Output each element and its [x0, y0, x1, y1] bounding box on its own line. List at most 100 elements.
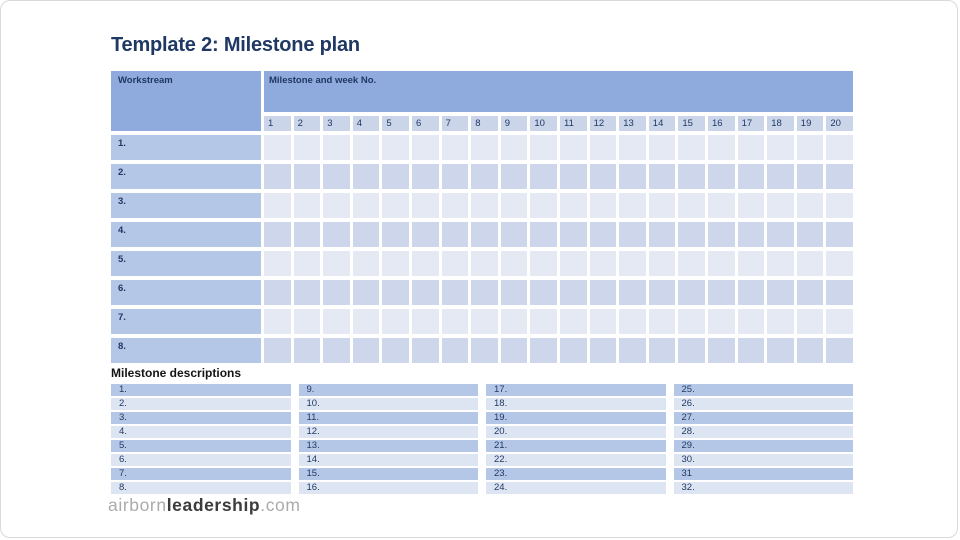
week-data-cell: [796, 222, 824, 247]
week-data-cell: [708, 338, 735, 363]
week-data-cell: [441, 193, 469, 218]
week-data-cell: [441, 251, 469, 276]
week-data-cell: [293, 164, 321, 189]
week-data-cell: [826, 280, 853, 305]
week-data-cell: [767, 193, 794, 218]
milestone-description-item: 29.: [673, 440, 853, 452]
week-number-cell: 11: [560, 116, 587, 131]
week-data-cell: [737, 222, 765, 247]
logo-text-leadership: leadership: [166, 495, 261, 515]
week-data-cell: [560, 309, 587, 334]
week-data-cell: [441, 309, 469, 334]
milestone-description-item: 18.: [486, 398, 666, 410]
week-data-cell: [530, 164, 557, 189]
milestone-descriptions-heading: Milestone descriptions: [111, 366, 242, 380]
week-number-cell: 13: [619, 116, 646, 131]
week-number-cell: 2: [293, 116, 321, 131]
workstream-header-cell: Workstream: [111, 71, 261, 131]
week-data-cell: [826, 251, 853, 276]
milestone-description-item: 17.: [486, 384, 666, 396]
milestone-description-item: 30.: [673, 454, 853, 466]
week-data-cell: [767, 338, 794, 363]
week-data-cell: [471, 309, 498, 334]
week-data-cell: [796, 309, 824, 334]
week-data-cell: [619, 309, 646, 334]
week-data-cell: [471, 193, 498, 218]
week-data-cell: [412, 280, 439, 305]
week-data-cell: [471, 222, 498, 247]
week-data-cell: [264, 222, 291, 247]
week-data-cell: [678, 280, 705, 305]
week-data-cell: [500, 222, 528, 247]
milestone-description-item: 11.: [298, 412, 478, 424]
week-data-cell: [352, 280, 380, 305]
week-data-cell: [500, 193, 528, 218]
week-data-cell: [500, 309, 528, 334]
week-data-cell: [323, 338, 350, 363]
week-data-cell: [352, 164, 380, 189]
week-data-cell: [796, 280, 824, 305]
week-data-cell: [708, 280, 735, 305]
milestone-description-item: 32.: [673, 482, 853, 494]
week-number-cell: 4: [352, 116, 380, 131]
week-data-cell: [293, 193, 321, 218]
week-data-cell: [500, 251, 528, 276]
week-data-cell: [560, 280, 587, 305]
week-data-cell: [412, 338, 439, 363]
week-data-cell: [382, 164, 409, 189]
milestone-description-item: 4.: [111, 426, 291, 438]
week-data-cell: [560, 338, 587, 363]
workstream-row-label: 2.: [111, 164, 261, 189]
week-data-cell: [530, 135, 557, 160]
page-title: Template 2: Milestone plan: [111, 34, 360, 56]
workstream-row-label: 8.: [111, 338, 261, 363]
week-data-cell: [500, 135, 528, 160]
week-data-cell: [826, 164, 853, 189]
milestone-description-item: 14.: [298, 454, 478, 466]
milestone-description-item: 25.: [673, 384, 853, 396]
week-data-cell: [678, 222, 705, 247]
week-data-cell: [323, 222, 350, 247]
week-data-cell: [382, 280, 409, 305]
milestone-description-item: 13.: [298, 440, 478, 452]
week-data-cell: [678, 193, 705, 218]
week-data-cell: [264, 135, 291, 160]
week-data-cell: [678, 309, 705, 334]
week-data-cell: [293, 280, 321, 305]
week-number-cell: 12: [589, 116, 617, 131]
week-data-cell: [796, 164, 824, 189]
week-data-cell: [678, 338, 705, 363]
week-data-cell: [471, 135, 498, 160]
week-data-cell: [293, 309, 321, 334]
milestone-description-item: 10.: [298, 398, 478, 410]
week-data-cell: [412, 135, 439, 160]
milestone-description-item: 20.: [486, 426, 666, 438]
week-data-cell: [352, 338, 380, 363]
week-data-cell: [441, 164, 469, 189]
week-data-cell: [382, 338, 409, 363]
week-data-cell: [264, 164, 291, 189]
week-data-cell: [471, 338, 498, 363]
milestone-description-item: 2.: [111, 398, 291, 410]
week-data-cell: [560, 251, 587, 276]
week-data-cell: [678, 251, 705, 276]
week-data-cell: [826, 222, 853, 247]
week-number-cell: 20: [826, 116, 853, 131]
week-data-cell: [796, 135, 824, 160]
week-data-cell: [619, 193, 646, 218]
week-data-cell: [737, 135, 765, 160]
week-data-cell: [619, 164, 646, 189]
week-data-cell: [619, 280, 646, 305]
week-data-cell: [648, 222, 676, 247]
week-data-cell: [560, 193, 587, 218]
week-data-cell: [826, 193, 853, 218]
milestone-description-item: 15.: [298, 468, 478, 480]
week-data-cell: [323, 280, 350, 305]
week-data-cell: [441, 338, 469, 363]
workstream-row-label: 5.: [111, 251, 261, 276]
week-data-cell: [589, 222, 617, 247]
week-data-cell: [589, 164, 617, 189]
milestone-description-item: 21.: [486, 440, 666, 452]
week-data-cell: [471, 251, 498, 276]
